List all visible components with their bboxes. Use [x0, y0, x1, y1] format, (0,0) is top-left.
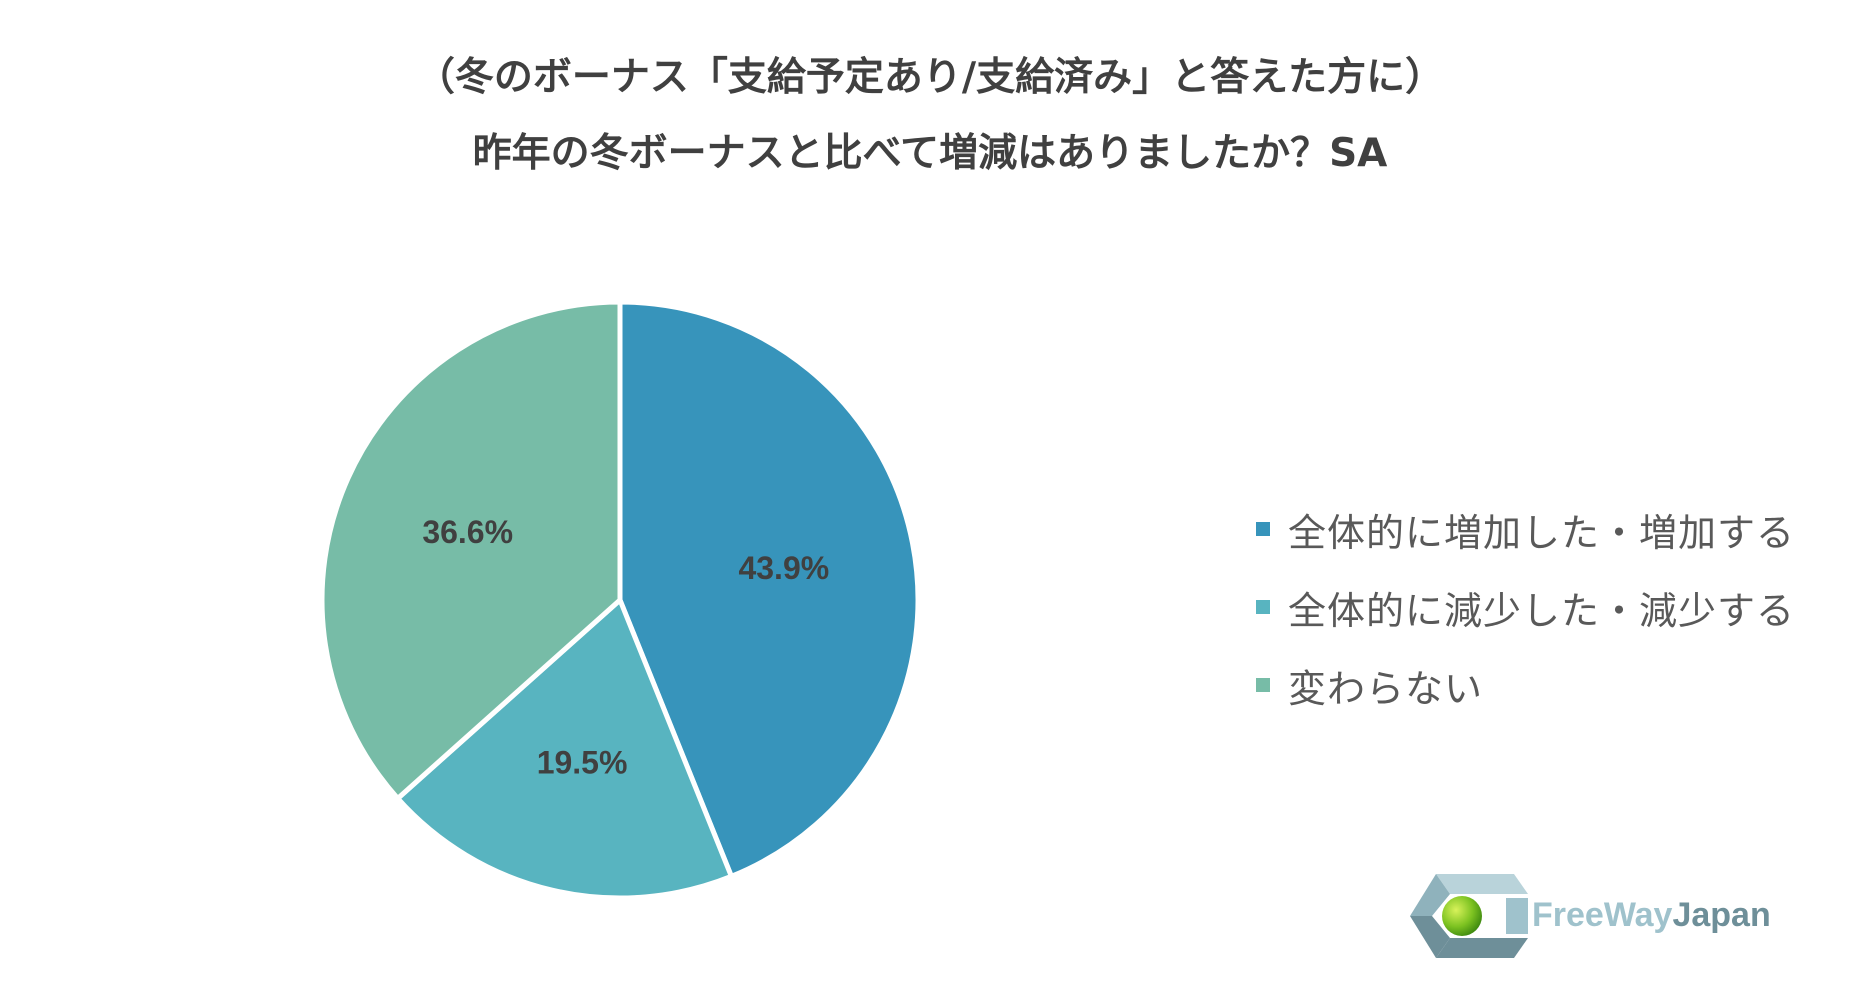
- legend-swatch: [1256, 522, 1270, 536]
- pie-slice-1-data-label: 43.9%: [738, 550, 829, 586]
- legend-swatch: [1256, 600, 1270, 614]
- legend-label: 変わらない: [1288, 666, 1484, 711]
- pie-slice-3-data-label: 36.6%: [422, 514, 513, 550]
- logo-text: FreeWayJapan: [1532, 896, 1771, 935]
- chart-title: （冬のボーナス「支給予定あり/支給済み」と答えた方に） 昨年の冬ボーナスと比べて…: [0, 40, 1860, 192]
- logo-text-japan: Japan: [1672, 896, 1771, 934]
- legend-label: 全体的に減少した・減少する: [1288, 588, 1796, 633]
- legend-item-1: 全体的に増加した・増加する: [1256, 490, 1795, 568]
- freeway-japan-logo: FreeWayJapan: [1410, 868, 1771, 968]
- logo-mark-icon: [1410, 874, 1528, 958]
- pie-slice-2-data-label: 19.5%: [537, 745, 628, 781]
- chart-title-line-2: 昨年の冬ボーナスと比べて増減はありましたか？SA: [472, 131, 1388, 176]
- chart-legend: 全体的に増加した・増加する 全体的に減少した・減少する 変わらない: [1256, 490, 1795, 724]
- pie-slice-3: [319, 299, 623, 801]
- legend-swatch: [1256, 678, 1270, 692]
- legend-item-3: 変わらない: [1256, 646, 1795, 724]
- logo-text-freeway: FreeWay: [1532, 896, 1673, 934]
- chart-title-line-1: （冬のボーナス「支給予定あり/支給済み」と答えた方に）: [415, 55, 1445, 100]
- pie-slice-1: [617, 299, 921, 879]
- legend-item-2: 全体的に減少した・減少する: [1256, 568, 1795, 646]
- pie-slice-2: [395, 597, 734, 901]
- legend-label: 全体的に増加した・増加する: [1288, 510, 1796, 555]
